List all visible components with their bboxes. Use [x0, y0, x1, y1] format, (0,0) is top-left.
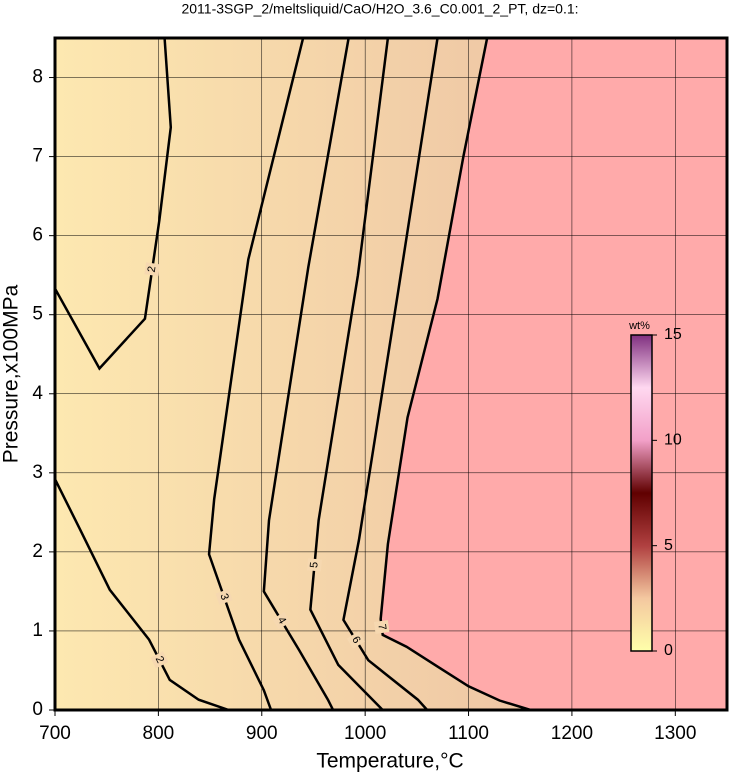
contour-label-bg: [150, 651, 169, 669]
y-axis-label: Pressure,x100MPa: [0, 284, 23, 463]
y-tick-label: 6: [32, 225, 43, 246]
contour-label: 6: [349, 634, 362, 646]
colorbar-tick-label: 15: [664, 326, 682, 343]
contour-label-bg: [306, 558, 323, 572]
colorbar-tick-label: 0: [664, 642, 673, 659]
contour-label-bg: [215, 588, 233, 605]
y-tick-label: 7: [32, 146, 43, 167]
y-tick-label: 3: [32, 462, 43, 483]
colorbar: [630, 334, 653, 652]
x-tick-label: 900: [246, 723, 278, 744]
contour-label: 5: [308, 561, 321, 568]
contour-label-bg: [272, 611, 291, 630]
contour-label: 2: [146, 265, 159, 273]
contour-label-bg: [144, 262, 160, 277]
contour-label: 2: [153, 654, 166, 665]
contour-line: [207, 38, 305, 710]
y-tick-label: 1: [32, 620, 43, 641]
colorbar-tick-label: 5: [664, 537, 673, 554]
contour-label-bg: [373, 620, 390, 634]
y-tick-label: 8: [32, 67, 43, 88]
colorbar-tick-label: 10: [664, 432, 682, 449]
x-tick-label: 1100: [448, 723, 489, 744]
contour-label: 3: [217, 592, 230, 602]
x-tick-label: 1200: [551, 723, 593, 744]
chart-title: 2011-3SGP_2/meltsliquid/CaO/H2O_3.6_C0.0…: [181, 1, 578, 17]
y-tick-label: 2: [32, 541, 43, 562]
x-tick-label: 700: [39, 723, 71, 744]
plot-area: 2 2 3 4 5 6 7: [55, 38, 727, 710]
x-tick-label: 1300: [654, 723, 696, 744]
y-tick-label: 4: [32, 383, 43, 404]
contour-line: [262, 38, 350, 710]
y-tick-label: 0: [32, 699, 43, 720]
x-tick-label: 800: [143, 723, 175, 744]
contour-line: [342, 38, 439, 710]
contour-label-bg: [346, 631, 365, 649]
y-tick-label: 5: [32, 304, 43, 325]
plot-frame: [53, 36, 729, 712]
contour-label: 4: [275, 615, 288, 626]
colorbar-title: wt%: [628, 320, 650, 332]
x-axis-label: Temperature,°C: [316, 750, 463, 773]
contour-label: 7: [375, 623, 388, 631]
x-tick-label: 1000: [344, 723, 386, 744]
